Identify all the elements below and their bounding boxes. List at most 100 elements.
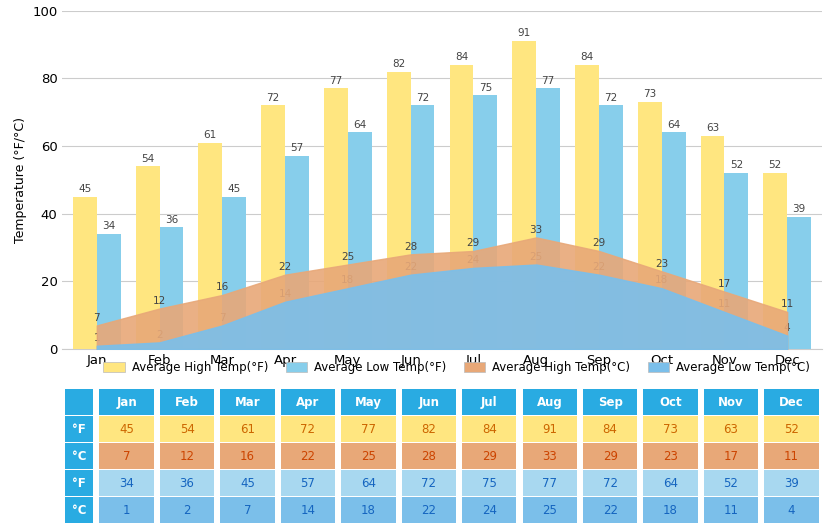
Text: 22: 22 <box>404 262 417 272</box>
FancyBboxPatch shape <box>281 497 335 523</box>
Text: 22: 22 <box>300 450 315 463</box>
Text: 77: 77 <box>330 76 343 86</box>
Text: 29: 29 <box>603 450 618 463</box>
Text: 52: 52 <box>724 477 739 490</box>
FancyBboxPatch shape <box>160 470 214 496</box>
FancyBboxPatch shape <box>281 416 335 442</box>
Text: 28: 28 <box>404 242 417 252</box>
Text: 84: 84 <box>603 423 618 436</box>
FancyBboxPatch shape <box>402 497 456 523</box>
Text: 7: 7 <box>244 504 251 517</box>
Text: Jul: Jul <box>481 396 498 409</box>
Bar <box>159 227 183 349</box>
Bar <box>73 197 97 349</box>
FancyBboxPatch shape <box>704 443 759 469</box>
Text: 72: 72 <box>300 423 315 436</box>
FancyBboxPatch shape <box>160 389 214 415</box>
Text: 7: 7 <box>94 313 100 323</box>
Text: 63: 63 <box>706 123 719 133</box>
Text: 25: 25 <box>341 252 354 262</box>
Bar <box>701 136 725 349</box>
Text: 77: 77 <box>361 423 376 436</box>
Text: 64: 64 <box>667 120 681 130</box>
FancyBboxPatch shape <box>402 470 456 496</box>
FancyBboxPatch shape <box>764 443 818 469</box>
FancyBboxPatch shape <box>523 497 577 523</box>
FancyBboxPatch shape <box>764 470 818 496</box>
Text: 73: 73 <box>663 423 678 436</box>
FancyBboxPatch shape <box>66 497 94 523</box>
Bar <box>348 132 372 349</box>
Text: 72: 72 <box>266 93 280 103</box>
Text: 52: 52 <box>730 160 743 170</box>
Text: Feb: Feb <box>175 396 199 409</box>
Text: 7: 7 <box>123 450 130 463</box>
Text: 28: 28 <box>422 450 437 463</box>
Text: 7: 7 <box>219 313 226 323</box>
Text: 25: 25 <box>530 252 543 262</box>
Bar <box>450 65 473 349</box>
Text: 52: 52 <box>769 160 782 170</box>
FancyBboxPatch shape <box>66 416 94 442</box>
Text: 11: 11 <box>724 504 739 517</box>
Text: 22: 22 <box>593 262 606 272</box>
Text: °F: °F <box>72 477 86 490</box>
Bar <box>285 156 309 349</box>
Bar <box>764 173 787 349</box>
FancyBboxPatch shape <box>66 470 94 496</box>
Text: °F: °F <box>72 423 86 436</box>
FancyBboxPatch shape <box>220 416 275 442</box>
Text: May: May <box>355 396 382 409</box>
Text: 63: 63 <box>724 423 739 436</box>
Text: Dec: Dec <box>779 396 804 409</box>
Text: 82: 82 <box>392 59 405 69</box>
Text: 77: 77 <box>542 477 557 490</box>
FancyBboxPatch shape <box>281 470 335 496</box>
Text: 64: 64 <box>353 120 366 130</box>
Text: 2: 2 <box>183 504 191 517</box>
Text: 17: 17 <box>718 279 731 289</box>
Text: 33: 33 <box>530 225 543 235</box>
FancyBboxPatch shape <box>160 443 214 469</box>
Text: 82: 82 <box>422 423 437 436</box>
Bar <box>536 88 560 349</box>
FancyBboxPatch shape <box>220 497 275 523</box>
Text: 61: 61 <box>203 130 217 140</box>
FancyBboxPatch shape <box>462 497 516 523</box>
Text: 91: 91 <box>542 423 557 436</box>
Text: 57: 57 <box>300 477 315 490</box>
Text: 22: 22 <box>422 504 437 517</box>
FancyBboxPatch shape <box>523 389 577 415</box>
Text: 29: 29 <box>481 450 497 463</box>
Text: 24: 24 <box>481 504 497 517</box>
Bar <box>387 71 411 349</box>
FancyBboxPatch shape <box>220 470 275 496</box>
FancyBboxPatch shape <box>462 470 516 496</box>
Bar <box>135 166 159 349</box>
Text: 22: 22 <box>603 504 618 517</box>
Text: 57: 57 <box>290 143 304 153</box>
Text: 17: 17 <box>724 450 739 463</box>
Text: Sep: Sep <box>598 396 622 409</box>
FancyBboxPatch shape <box>220 389 275 415</box>
Text: 72: 72 <box>603 477 618 490</box>
Text: Jan: Jan <box>116 396 137 409</box>
Text: 45: 45 <box>120 423 134 436</box>
Text: 75: 75 <box>482 477 496 490</box>
FancyBboxPatch shape <box>583 389 637 415</box>
Text: 18: 18 <box>341 276 354 286</box>
Text: 77: 77 <box>541 76 554 86</box>
Text: 18: 18 <box>663 504 678 517</box>
Bar <box>222 197 247 349</box>
FancyBboxPatch shape <box>402 389 456 415</box>
Text: 75: 75 <box>479 83 492 93</box>
Bar <box>637 102 662 349</box>
Text: Nov: Nov <box>718 396 744 409</box>
FancyBboxPatch shape <box>523 470 577 496</box>
FancyBboxPatch shape <box>341 389 396 415</box>
Text: 23: 23 <box>663 450 678 463</box>
Bar <box>725 173 749 349</box>
FancyBboxPatch shape <box>704 389 759 415</box>
Bar <box>411 105 434 349</box>
FancyBboxPatch shape <box>462 443 516 469</box>
